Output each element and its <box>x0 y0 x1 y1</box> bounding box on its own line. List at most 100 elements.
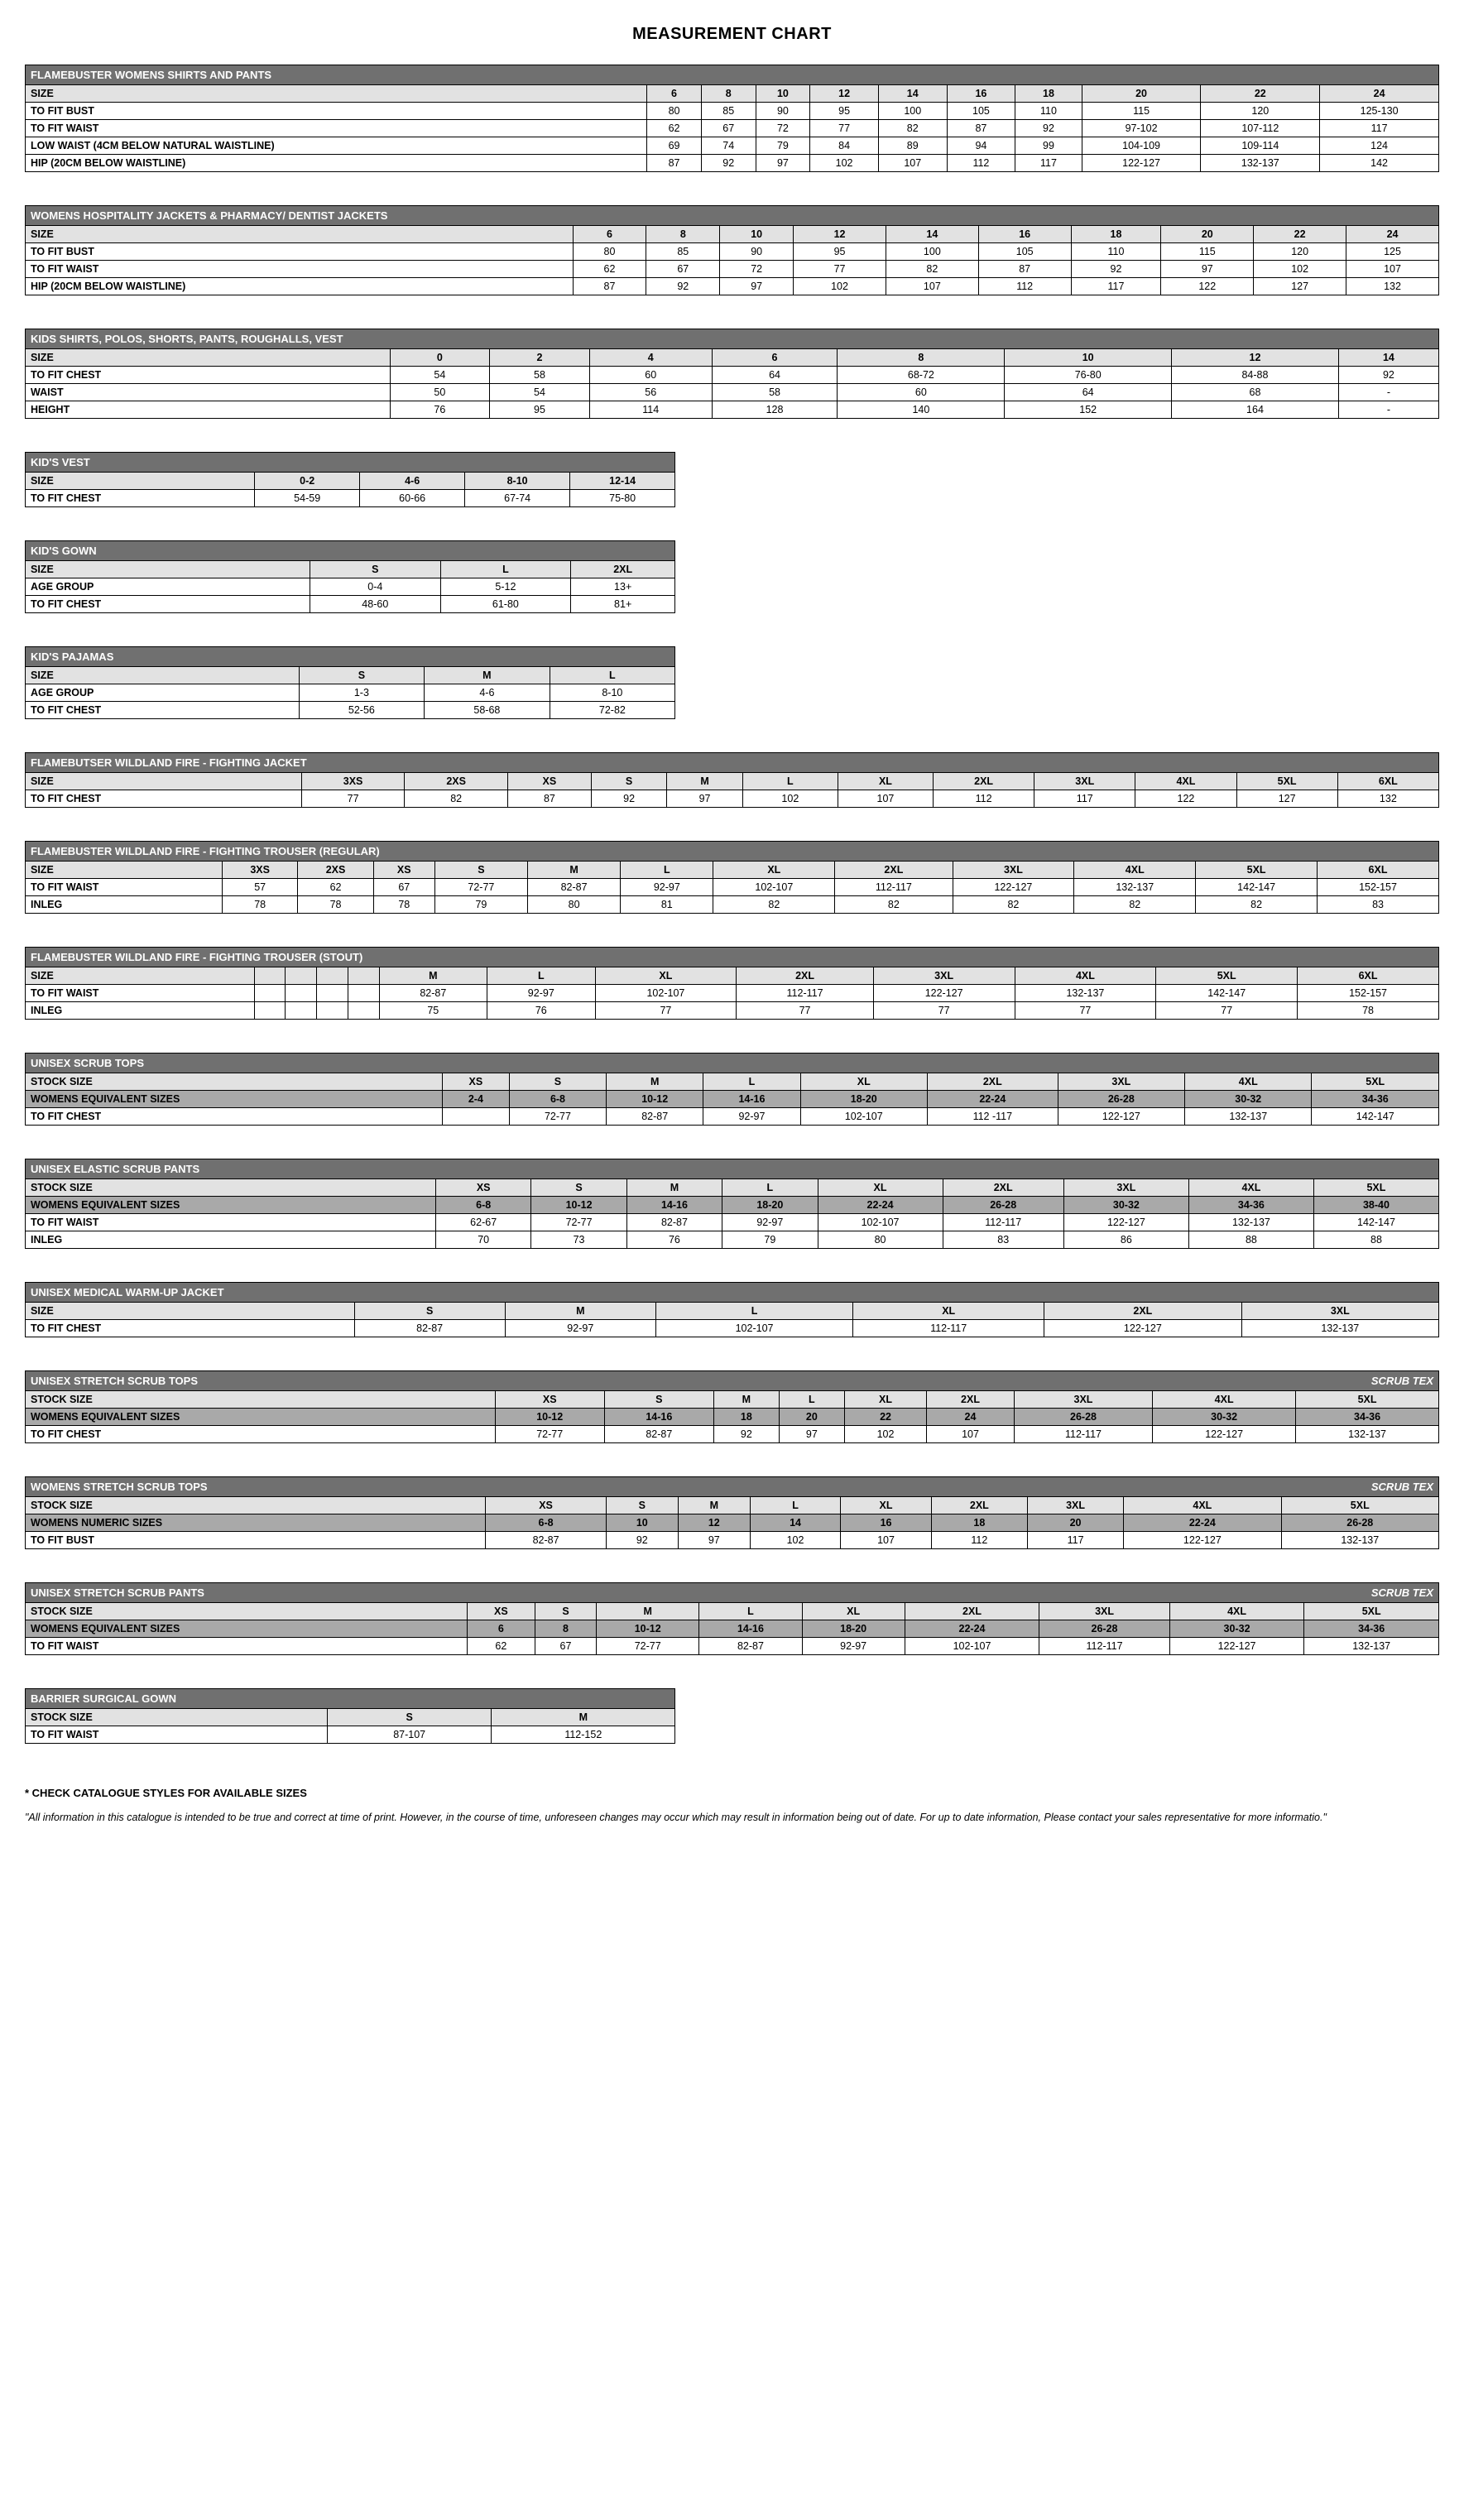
row-label-4-1: TO FIT CHEST <box>26 596 310 613</box>
cell-value-7-0-10: 142-147 <box>1196 879 1318 896</box>
table-row-11-0: TO FIT CHEST 82-87 92-97 102-107 112-117 122-… <box>26 1320 1439 1337</box>
cell-value-10-1-5: 112-117 <box>943 1214 1063 1231</box>
column-header-8-t6: 2XL <box>934 773 1034 790</box>
cell-value-0-3-7: 122-127 <box>1082 155 1201 172</box>
cell-value-1-1-5: 87 <box>978 261 1071 278</box>
table-row-0-3: HIP (20CM BELOW WAISTLINE) 87 92 97 102 107 11… <box>26 155 1439 172</box>
footnote-text: * CHECK CATALOGUE STYLES FOR AVAILABLE S… <box>25 1787 1439 1799</box>
cell-value-11-0-3: 112-117 <box>853 1320 1044 1337</box>
column-header-3-t4: 2XL <box>571 561 675 578</box>
cell-value-12-0-6: 26-28 <box>1014 1409 1152 1426</box>
cell-value-11-0-1: 92-97 <box>505 1320 655 1337</box>
table-title-text-13: WOMENS STRETCH SCRUB TOPS <box>31 1481 208 1493</box>
cell-value-0-3-5: 112 <box>947 155 1015 172</box>
cell-value-1-2-2: 97 <box>720 278 794 295</box>
column-header-6-t2: 10 <box>1005 349 1172 367</box>
cell-value-2-1-1: 54 <box>490 384 590 401</box>
cell-value-8-1-5: 76 <box>487 1002 595 1020</box>
column-header-7-t1: 18 <box>1071 226 1161 243</box>
cell-value-6-0-6: 107 <box>838 790 933 808</box>
cell-value-0-2-7: 104-109 <box>1082 137 1201 155</box>
cell-value-12-1-5: 107 <box>927 1426 1015 1443</box>
row-label-2-1: WAIST <box>26 384 391 401</box>
column-header-3-t10: M <box>626 1179 722 1197</box>
column-header-1-t11: S <box>354 1303 505 1320</box>
cell-value-8-1-9: 77 <box>1015 1002 1156 1020</box>
cell-value-3-0-0: 54-59 <box>255 490 360 507</box>
column-header-3-t6: XS <box>507 773 591 790</box>
cell-value-5-0-1: 4-6 <box>425 684 550 702</box>
cell-value-10-2-3: 79 <box>722 1231 818 1249</box>
column-header-4-t13: L <box>750 1497 840 1514</box>
cell-value-7-0-2: 67 <box>373 879 434 896</box>
table-title-6: FLAMEBUTSER WILDLAND FIRE - FIGHTING JAC… <box>26 753 1439 773</box>
measurement-table-4: KID'S GOWN SIZE S L 2XL AGE GROUP 0-4 5-12 13+ TO… <box>25 540 675 613</box>
cell-value-0-2-4: 89 <box>878 137 947 155</box>
measurement-table-13: WOMENS STRETCH SCRUB TOPS SCRUB TEX STOCK … <box>25 1476 1439 1549</box>
cell-value-7-0-6: 102-107 <box>713 879 835 896</box>
cell-value-1-0-1: 85 <box>646 243 720 261</box>
cell-value-11-0-4: 122-127 <box>1044 1320 1241 1337</box>
column-header-7-t6: XL <box>838 773 933 790</box>
cell-value-0-1-4: 82 <box>878 120 947 137</box>
column-header-11-t6: 5XL <box>1236 773 1337 790</box>
cell-value-2-2-1: 95 <box>490 401 590 419</box>
measurement-table-6: FLAMEBUTSER WILDLAND FIRE - FIGHTING JAC… <box>25 752 1439 808</box>
cell-value-9-0-1: 6-8 <box>509 1091 606 1108</box>
cell-value-7-0-5: 92-97 <box>621 879 713 896</box>
cell-value-1-0-0: 80 <box>573 243 646 261</box>
cell-value-10-1-7: 132-137 <box>1188 1214 1313 1231</box>
cell-value-4-0-1: 5-12 <box>440 578 571 596</box>
row-label-10-0: WOMENS EQUIVALENT SIZES <box>26 1197 436 1214</box>
cell-value-1-1-3: 77 <box>794 261 886 278</box>
cell-value-10-0-6: 30-32 <box>1063 1197 1188 1214</box>
cell-value-12-1-7: 122-127 <box>1153 1426 1296 1443</box>
cell-value-0-2-5: 94 <box>947 137 1015 155</box>
cell-value-11-0-0: 82-87 <box>354 1320 505 1337</box>
measurement-table-1: WOMENS HOSPITALITY JACKETS & PHARMACY/ D… <box>25 205 1439 295</box>
row-label-9-0: WOMENS EQUIVALENT SIZES <box>26 1091 443 1108</box>
column-header-5-t1: 14 <box>886 226 978 243</box>
column-header-5-t14: XL <box>802 1603 905 1620</box>
row-label-4-0: AGE GROUP <box>26 578 310 596</box>
cell-value-4-1-1: 61-80 <box>440 596 571 613</box>
row-label-3-0: TO FIT CHEST <box>26 490 255 507</box>
cell-value-1-2-0: 87 <box>573 278 646 295</box>
cell-value-7-1-7: 82 <box>835 896 953 914</box>
row-label-0-1: TO FIT WAIST <box>26 120 647 137</box>
column-header-4-t0: 12 <box>810 85 879 103</box>
table-title-4: KID'S GOWN <box>26 541 675 561</box>
cell-value-0-2-6: 99 <box>1015 137 1082 155</box>
cell-value-8-0-9: 132-137 <box>1015 985 1156 1002</box>
cell-value-0-1-7: 97-102 <box>1082 120 1201 137</box>
cell-value-0-2-2: 79 <box>756 137 810 155</box>
table-row-1-2: HIP (20CM BELOW WAISTLINE) 87 92 97 102 107 11… <box>26 278 1439 295</box>
column-header-4-t3: 12-14 <box>570 473 675 490</box>
table-row-5-0: AGE GROUP 1-3 4-6 8-10 <box>26 684 675 702</box>
cell-value-2-0-7: 92 <box>1338 367 1438 384</box>
cell-value-12-1-6: 112-117 <box>1014 1426 1152 1443</box>
column-header-4-t9: L <box>703 1073 800 1091</box>
measurement-table-11: UNISEX MEDICAL WARM-UP JACKET SIZE S M L XL 2X… <box>25 1282 1439 1337</box>
table-row-13-0: WOMENS NUMERIC SIZES 6-8 10 12 14 16 18 20 22-24… <box>26 1514 1439 1532</box>
column-header-6-t7: L <box>621 862 713 879</box>
cell-value-12-1-4: 102 <box>844 1426 926 1443</box>
column-header-2-t8 <box>286 967 317 985</box>
row-label-header-t10: STOCK SIZE <box>26 1179 436 1197</box>
cell-value-9-0-5: 22-24 <box>927 1091 1058 1108</box>
table-title-13: WOMENS STRETCH SCRUB TOPS SCRUB TEX <box>26 1477 1439 1497</box>
cell-value-13-0-6: 20 <box>1027 1514 1123 1532</box>
column-header-4-t2: 6 <box>712 349 838 367</box>
column-header-2-t0: 8 <box>701 85 756 103</box>
cell-value-7-0-0: 57 <box>222 879 297 896</box>
cell-value-1-0-4: 100 <box>886 243 978 261</box>
cell-value-0-0-4: 100 <box>878 103 947 120</box>
column-header-7-t0: 18 <box>1015 85 1082 103</box>
row-label-header-t8: SIZE <box>26 967 255 985</box>
column-header-8-t2: 14 <box>1338 349 1438 367</box>
cell-value-13-0-7: 22-24 <box>1124 1514 1281 1532</box>
column-header-1-t9: XS <box>442 1073 509 1091</box>
column-header-9-t0: 22 <box>1201 85 1320 103</box>
cell-value-10-0-1: 10-12 <box>531 1197 626 1214</box>
table-row-13-1: TO FIT BUST 82-87 92 97 102 107 112 117 122-127 1… <box>26 1532 1439 1549</box>
